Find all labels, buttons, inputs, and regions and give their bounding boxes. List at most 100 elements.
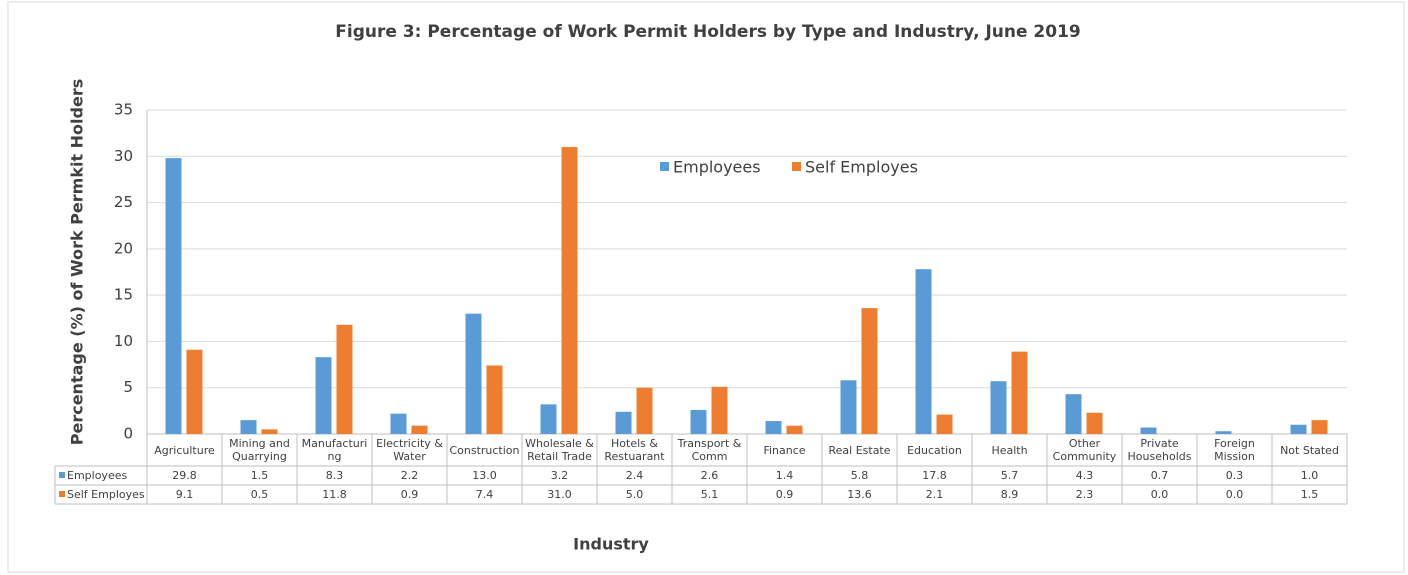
x-tick-label: Electricity & Water (376, 437, 443, 463)
bar (1086, 412, 1103, 434)
table-value: 0.0 (1225, 488, 1244, 501)
table-row-label: Self Employes (67, 488, 145, 501)
chart-title: Figure 3: Percentage of Work Permit Hold… (335, 22, 1081, 42)
x-tick-label: Agriculture (154, 443, 215, 457)
y-axis-label: Percentage (%) of Work Permkit Holders (68, 79, 87, 446)
bar (561, 147, 578, 434)
table-row-label: Employees (67, 469, 128, 482)
table-value: 13.6 (847, 488, 872, 501)
x-tick-label: Hotels & Restuarant (604, 437, 665, 463)
table-value: 0.0 (1150, 488, 1169, 501)
table-value: 0.9 (400, 488, 419, 501)
bar (465, 313, 482, 434)
bar (261, 429, 278, 434)
table-value: 5.8 (850, 469, 869, 482)
table-value: 5.0 (625, 488, 644, 501)
table-value: 2.2 (400, 469, 419, 482)
y-tick-label: 10 (114, 332, 133, 350)
table-value: 13.0 (472, 469, 497, 482)
table-value: 0.3 (1225, 469, 1244, 482)
x-axis-label: Industry (573, 535, 649, 554)
table-value: 0.9 (775, 488, 794, 501)
x-tick-label: Not Stated (1280, 443, 1339, 457)
bar (615, 411, 632, 434)
legend-key (792, 162, 801, 171)
table-value: 0.5 (250, 488, 269, 501)
bar (765, 421, 782, 434)
table-value: 9.1 (175, 488, 194, 501)
x-tick-label: Education (907, 443, 962, 457)
x-tick-label: Finance (763, 443, 806, 457)
table-value: 1.5 (250, 469, 269, 482)
bar (990, 381, 1007, 434)
table-value: 5.7 (1000, 469, 1019, 482)
bar (315, 357, 332, 434)
bar (1311, 420, 1328, 434)
y-tick-label: 0 (123, 425, 133, 443)
table-value: 2.1 (925, 488, 944, 501)
y-tick-label: 5 (123, 378, 133, 396)
bar (711, 386, 728, 434)
bar (390, 413, 407, 434)
bar (1290, 424, 1307, 434)
x-tick-label: Other Community (1052, 437, 1117, 463)
bar (915, 269, 932, 434)
chart-frame (7, 1, 1405, 573)
table-value: 5.1 (700, 488, 719, 501)
bar (786, 425, 803, 434)
table-value: 11.8 (322, 488, 347, 501)
x-tick-label: Real Estate (828, 443, 891, 457)
x-tick-label: Manufacturing (301, 437, 368, 463)
bar (240, 420, 257, 434)
bar (636, 387, 653, 434)
table-value: 0.7 (1150, 469, 1169, 482)
legend-key (59, 472, 65, 478)
x-tick-label: Foreign Mission (1214, 437, 1255, 463)
table-value: 3.2 (550, 469, 569, 482)
table-value: 7.4 (475, 488, 494, 501)
bar (540, 404, 557, 434)
bar (1140, 427, 1157, 434)
y-tick-label: 35 (114, 101, 133, 119)
bar (486, 365, 503, 434)
legend-key (59, 491, 65, 497)
x-tick-label: Transport & Comm (677, 437, 742, 463)
bar (840, 380, 857, 434)
bar (1011, 351, 1028, 434)
y-tick-label: 30 (114, 147, 133, 165)
table-value: 8.3 (325, 469, 344, 482)
legend-key (660, 162, 669, 171)
table-value: 2.3 (1075, 488, 1094, 501)
legend-label: Self Employes (805, 158, 918, 177)
table-value: 4.3 (1075, 469, 1094, 482)
y-tick-label: 20 (114, 239, 133, 257)
bar (165, 158, 182, 434)
bar (186, 349, 203, 434)
bar (936, 414, 953, 434)
bar (1065, 394, 1082, 434)
table-value: 8.9 (1000, 488, 1019, 501)
x-tick-label: Mining and Quarrying (229, 437, 290, 463)
bar (861, 308, 878, 434)
x-tick-label: Wholesale & Retail Trade (525, 437, 594, 463)
bar (1215, 431, 1232, 434)
table-value: 1.4 (775, 469, 794, 482)
y-tick-label: 15 (114, 286, 133, 304)
table-value: 31.0 (547, 488, 572, 501)
bar (336, 324, 353, 434)
x-tick-label: Health (991, 443, 1028, 457)
legend-label: Employees (673, 158, 761, 177)
table-value: 2.6 (700, 469, 719, 482)
x-tick-label: Construction (449, 443, 520, 457)
table-value: 29.8 (172, 469, 197, 482)
bar (690, 409, 707, 434)
table-value: 17.8 (922, 469, 947, 482)
y-tick-label: 25 (114, 193, 133, 211)
x-tick-label: Private Households (1127, 437, 1192, 463)
table-value: 2.4 (625, 469, 644, 482)
table-value: 1.5 (1300, 488, 1319, 501)
table-value: 1.0 (1300, 469, 1319, 482)
bar (411, 425, 428, 434)
